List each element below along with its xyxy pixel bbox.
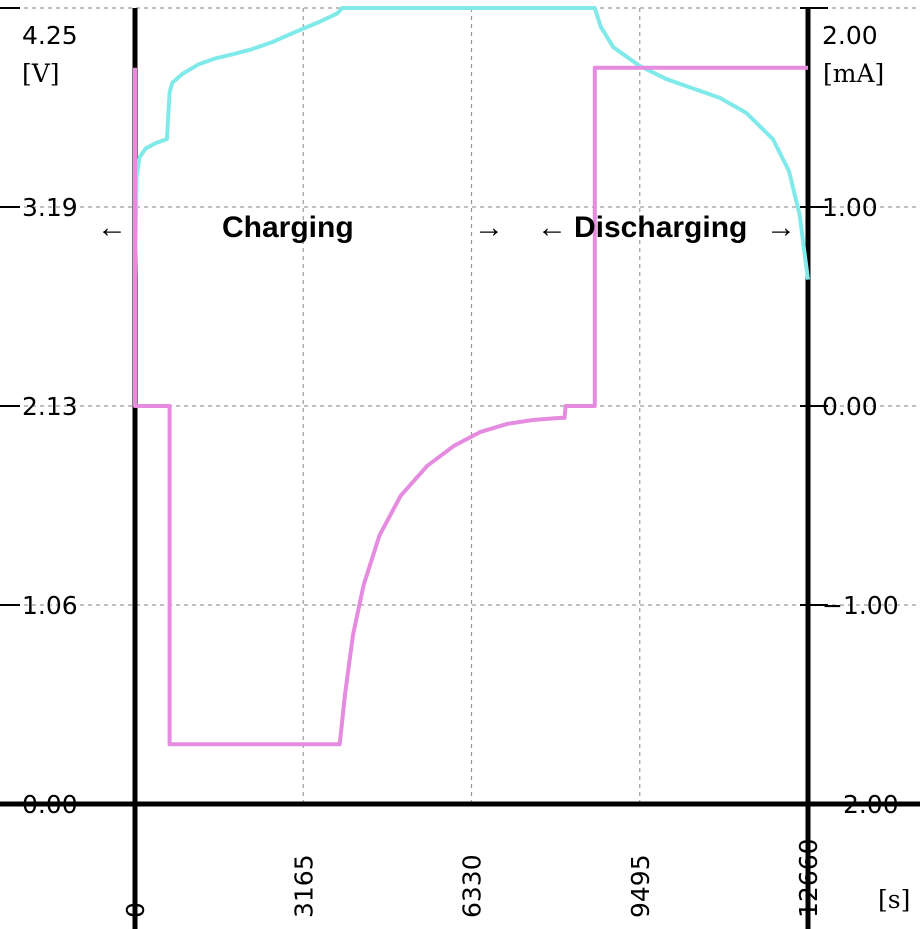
charging-arrow-left: ← xyxy=(97,211,127,244)
y-left-tick-label: 0.00 xyxy=(22,790,78,819)
x-tick-label: 9495 xyxy=(626,854,655,918)
discharging-label: Discharging xyxy=(574,211,747,244)
x-tick-label: 6330 xyxy=(458,854,487,918)
x-tick-label: 12660 xyxy=(794,838,823,918)
discharging-arrow-left: ← xyxy=(537,211,567,244)
y-right-tick-label: −2.00 xyxy=(822,790,899,819)
y-right-tick-label: −1.00 xyxy=(822,591,899,620)
current-series-line xyxy=(133,65,808,747)
y-left-unit: [V] xyxy=(22,59,60,88)
y-right-tick-label: 1.00 xyxy=(822,193,878,222)
charging-label: Charging xyxy=(222,211,354,244)
x-tick-label: 0 xyxy=(121,902,150,918)
y-right-unit: [mA] xyxy=(823,59,884,88)
y-left-tick-label: 3.19 xyxy=(22,193,78,222)
y-right-tick-label: 0.00 xyxy=(822,392,878,421)
discharging-arrow-right: → xyxy=(766,211,796,244)
x-tick-label: 3165 xyxy=(289,854,318,918)
y-left-tick-label: 4.25 xyxy=(22,21,78,50)
y-right-tick-label: 2.00 xyxy=(822,21,878,50)
y-left-tick-label: 1.06 xyxy=(22,591,78,620)
x-unit: [s] xyxy=(878,885,910,914)
voltage-series-line xyxy=(133,6,810,280)
tick-labels: 0.00 1.06 2.13 3.19 4.25 −2.00 −1.00 0.00 1.00 2.… xyxy=(22,21,899,918)
y-left-tick-label: 2.13 xyxy=(22,392,78,421)
axes xyxy=(0,8,920,929)
series-group xyxy=(133,6,810,747)
charging-arrow-right: → xyxy=(474,211,504,244)
